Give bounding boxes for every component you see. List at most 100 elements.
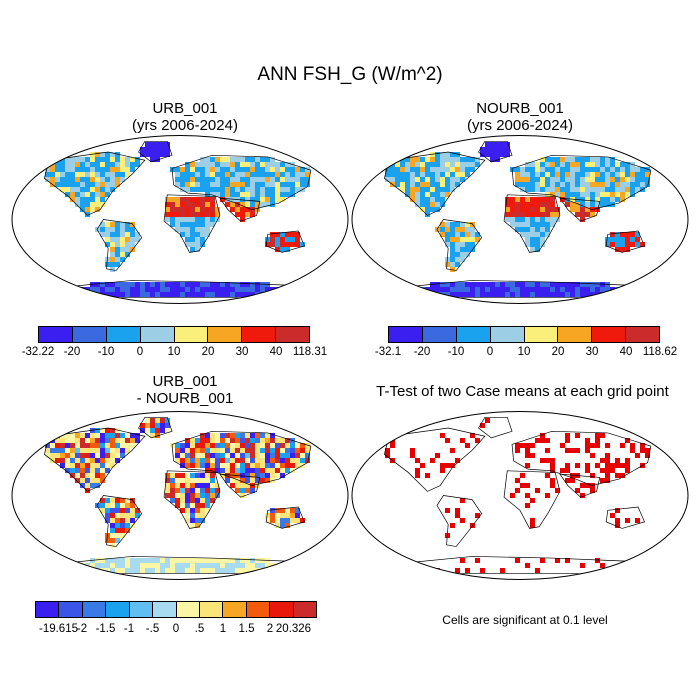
colorbar-tick-label: 30 [235, 346, 249, 358]
coastline [163, 194, 221, 253]
coastline [138, 416, 173, 439]
coastline [436, 219, 483, 271]
coastline [43, 151, 146, 216]
coastline [383, 427, 486, 492]
colorbar-tick-label: -10 [447, 346, 465, 358]
map-border [11, 135, 349, 304]
colorbar-tick-label: -10 [97, 346, 115, 358]
colorbar-labels-nourb: -32.1 -20 -10 0 10 20 30 40 118.62 [375, 346, 677, 360]
map-border [351, 411, 689, 580]
panel-title-line1: URB_001 [152, 373, 218, 390]
coastline [171, 430, 312, 486]
colorbar-urb [38, 326, 310, 343]
colorbar-swatch [270, 602, 294, 617]
coastline [96, 219, 143, 271]
map-diff [11, 411, 349, 580]
colorbar-tick-label: 40 [619, 346, 633, 358]
colorbar-swatch [208, 327, 243, 342]
colorbar-swatch [293, 602, 317, 617]
colorbar-swatch [174, 327, 209, 342]
coastline [138, 140, 173, 163]
colorbar-swatch [82, 602, 107, 617]
panel-title-line1: NOURB_001 [476, 100, 564, 117]
colorbar-swatch [153, 602, 177, 617]
colorbar-swatch [524, 327, 559, 342]
colorbar-swatch [456, 327, 491, 342]
coastline [96, 495, 143, 547]
panel-title-ttest: T-Test of two Case means at each grid po… [350, 383, 695, 400]
colorbar-swatch [39, 327, 73, 342]
map-border [351, 135, 689, 304]
significance-note: Cells are significant at 0.1 level [442, 613, 608, 627]
coastline [265, 230, 305, 253]
coastline [511, 430, 652, 486]
colorbar-swatch [176, 602, 200, 617]
panel-title-line2: - NOURB_001 [136, 390, 234, 407]
colorbar-tick-label: 0 [136, 346, 144, 358]
coastline [503, 470, 561, 529]
colorbar-tick-label: -19.615 [38, 623, 79, 635]
panel-title-diff: URB_001 - NOURB_001 [20, 373, 350, 407]
coastline [171, 154, 312, 210]
coastline [478, 140, 513, 163]
colorbar-nourb [388, 326, 660, 343]
coastline [478, 416, 513, 439]
figure-title: ANN FSH_G (W/m^2) [257, 64, 443, 85]
colorbar-diff [35, 601, 317, 618]
colorbar-tick-label: 40 [269, 346, 283, 358]
colorbar-tick-label: 118.62 [642, 346, 678, 358]
colorbar-tick-label: -1.5 [95, 623, 116, 635]
colorbar-swatch [422, 327, 457, 342]
panel-title-line1: T-Test of two Case means at each grid po… [376, 383, 669, 400]
colorbar-swatch [558, 327, 593, 342]
colorbar-swatch [129, 602, 154, 617]
colorbar-swatch [389, 327, 423, 342]
colorbar-tick-label: -32.1 [374, 346, 402, 358]
colorbar-labels-diff: -19.615 -2 -1.5 -1 -.5 0 .5 1 1.5 2 20.326 [35, 623, 317, 637]
panel-title-urb: URB_001 (yrs 2006-2024) [20, 100, 350, 134]
map-ttest [351, 411, 689, 580]
colorbar-tick-label: 20.326 [275, 623, 312, 635]
coastline [436, 495, 483, 547]
map-urb [11, 135, 349, 304]
colorbar-swatch [106, 602, 130, 617]
colorbar-swatch [106, 327, 141, 342]
colorbar-tick-label: -2 [76, 623, 88, 635]
colorbar-swatch [592, 327, 627, 342]
colorbar-tick-label: -.5 [145, 623, 160, 635]
colorbar-swatch [72, 327, 107, 342]
coastline [383, 151, 486, 216]
colorbar-swatch [140, 327, 175, 342]
colorbar-tick-label: -32.22 [21, 346, 55, 358]
colorbar-tick-label: 1 [219, 623, 227, 635]
colorbar-swatch [59, 602, 83, 617]
colorbar-tick-label: 20 [551, 346, 565, 358]
coastline [265, 506, 305, 529]
coastline [163, 470, 221, 529]
panel-title-line2: (yrs 2006-2024) [132, 117, 238, 134]
colorbar-tick-label: 1.5 [238, 623, 255, 635]
colorbar-swatch [242, 327, 277, 342]
colorbar-tick-label: 0 [486, 346, 494, 358]
colorbar-swatch [490, 327, 525, 342]
coastline [605, 506, 645, 529]
colorbar-swatch [223, 602, 247, 617]
coastline [559, 197, 601, 222]
coastline [559, 473, 601, 498]
colorbar-tick-label: -20 [63, 346, 81, 358]
coastline [43, 427, 146, 492]
map-border [11, 411, 349, 580]
colorbar-swatch [199, 602, 224, 617]
colorbar-swatch [246, 602, 271, 617]
colorbar-tick-label: 20 [201, 346, 215, 358]
panel-title-nourb: NOURB_001 (yrs 2006-2024) [355, 100, 685, 134]
coastline [219, 473, 261, 498]
coastline [605, 230, 645, 253]
colorbar-tick-label: 30 [585, 346, 599, 358]
coastline [219, 197, 261, 222]
colorbar-swatch [626, 327, 659, 342]
colorbar-tick-label: 2 [266, 623, 274, 635]
colorbar-tick-label: 0 [172, 623, 180, 635]
colorbar-labels-urb: -32.22 -20 -10 0 10 20 30 40 118.31 [22, 346, 327, 360]
colorbar-tick-label: -1 [123, 623, 135, 635]
